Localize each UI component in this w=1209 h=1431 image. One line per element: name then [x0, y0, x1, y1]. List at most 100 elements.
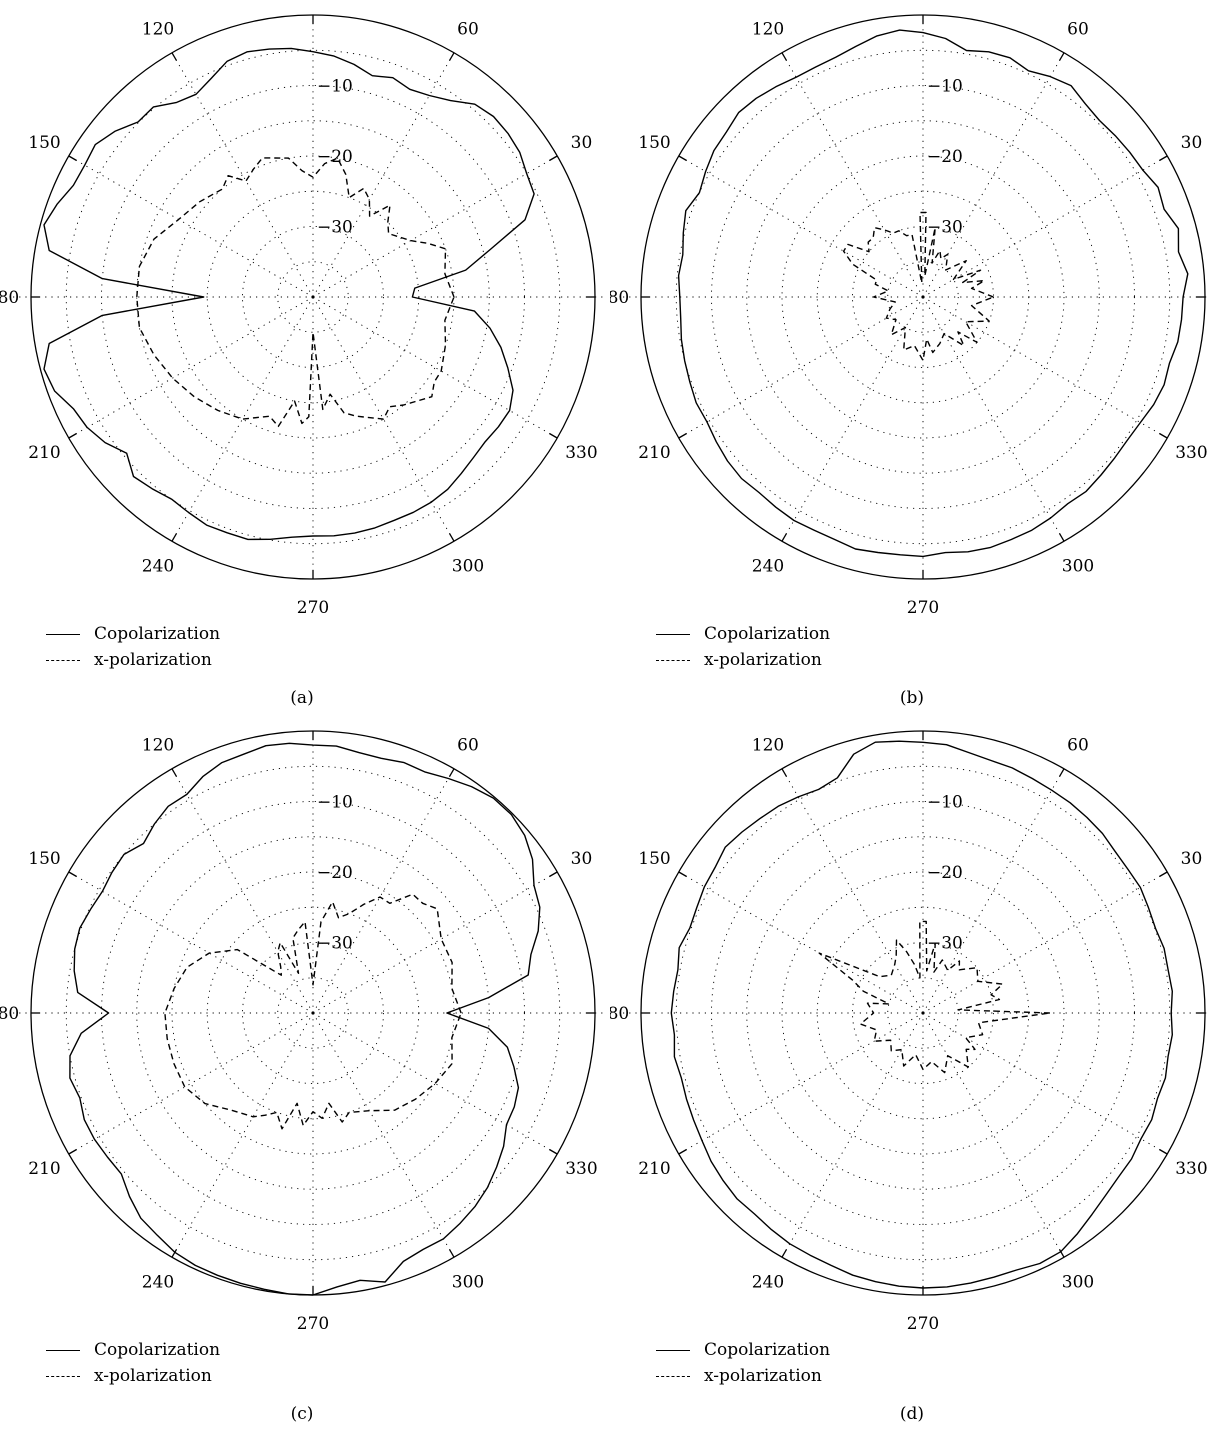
grid-ring	[65, 765, 561, 1261]
legend-item-x-polarization: x-polarization	[656, 647, 830, 673]
radial-label: −10	[927, 793, 963, 813]
legend-item-copolarization: Copolarization	[46, 1337, 220, 1363]
angle-tick	[68, 432, 77, 439]
angle-tick	[678, 871, 687, 878]
angle-label: 150	[638, 133, 670, 153]
legend-label-x-polarization: x-polarization	[94, 650, 212, 670]
angle-label: 120	[752, 736, 784, 756]
legend-a: Copolarization x-polarization	[46, 621, 220, 673]
grid-spoke	[171, 768, 314, 1014]
angle-tick	[678, 432, 687, 439]
angle-tick	[781, 533, 788, 542]
panel-caption-c: (c)	[290, 1404, 314, 1424]
angle-label: 240	[142, 556, 174, 576]
angle-label: 330	[565, 1159, 597, 1179]
grid-ring	[852, 942, 994, 1084]
polar-chart-b: 0306090120150180210240270300330−10−20−30	[610, 14, 1209, 618]
angle-label: 150	[638, 849, 670, 869]
polar-chart-d: 0306090120150180210240270300330−10−20−30	[610, 730, 1209, 1334]
radial-label: −30	[927, 218, 963, 238]
angle-label: 270	[297, 1314, 329, 1334]
dashed-line-swatch	[46, 1375, 80, 1377]
angle-tick	[448, 52, 455, 61]
radial-label: −30	[317, 934, 353, 954]
dashed-line-swatch	[656, 659, 690, 661]
angle-label: 150	[28, 133, 60, 153]
angle-label: 240	[142, 1272, 174, 1292]
angle-label: 270	[907, 1314, 939, 1334]
polar-chart-a: 0306090120150180210240270300330−10−20−30	[0, 14, 604, 618]
legend-label-copolarization: Copolarization	[704, 624, 831, 644]
radial-label: −30	[927, 934, 963, 954]
angle-tick	[1159, 871, 1168, 878]
grid-spoke	[68, 296, 314, 439]
angle-label: 240	[752, 1272, 784, 1292]
x-polarization-series-line	[818, 920, 1051, 1074]
grid-ring	[675, 49, 1171, 545]
radial-label: −10	[927, 77, 963, 97]
radial-label: −20	[317, 147, 353, 167]
grid-ring	[781, 871, 1065, 1155]
legend-item-copolarization: Copolarization	[46, 621, 220, 647]
grid-spoke	[922, 1012, 1065, 1258]
angle-label: 270	[907, 598, 939, 618]
angle-label: 300	[452, 1272, 484, 1292]
radial-label: −10	[317, 77, 353, 97]
angle-label: 30	[1181, 849, 1203, 869]
angle-tick	[171, 533, 178, 542]
angle-tick	[549, 871, 558, 878]
angle-tick	[448, 768, 455, 777]
legend-label-copolarization: Copolarization	[94, 1340, 221, 1360]
grid-spoke	[781, 296, 924, 542]
legend-label-x-polarization: x-polarization	[704, 1366, 822, 1386]
angle-tick	[171, 52, 178, 61]
angle-label: 210	[28, 443, 60, 463]
chart-panel-d: 0306090120150180210240270300330−10−20−30…	[610, 716, 1209, 1431]
angle-tick	[781, 52, 788, 61]
copolarization-series-line	[43, 47, 535, 541]
grid-spoke	[781, 52, 924, 298]
angle-tick	[781, 768, 788, 777]
grid-ring	[675, 765, 1171, 1261]
solid-line-swatch	[656, 633, 690, 635]
angle-tick	[1058, 768, 1065, 777]
legend-item-x-polarization: x-polarization	[46, 647, 220, 673]
center-point	[311, 295, 315, 299]
grid-ring	[136, 120, 490, 474]
angle-label: 210	[638, 1159, 670, 1179]
angle-label: 120	[142, 736, 174, 756]
center-point	[311, 1011, 315, 1015]
angle-tick	[549, 155, 558, 162]
angle-label: 120	[142, 20, 174, 40]
grid-spoke	[922, 1012, 1168, 1155]
grid-spoke	[781, 768, 924, 1014]
grid-ring	[277, 977, 349, 1049]
panel-caption-a: (a)	[290, 688, 314, 708]
grid-spoke	[678, 155, 924, 298]
grid-ring	[746, 120, 1100, 474]
grid-spoke	[171, 296, 314, 542]
angle-label: 300	[452, 556, 484, 576]
legend-item-copolarization: Copolarization	[656, 621, 830, 647]
grid-spoke	[781, 1012, 924, 1258]
angle-label: 30	[571, 133, 593, 153]
angle-label: 30	[1181, 133, 1203, 153]
grid-ring	[65, 49, 561, 545]
radial-label: −20	[927, 863, 963, 883]
radial-label: −20	[317, 863, 353, 883]
x-polarization-series-line	[842, 211, 995, 362]
angle-label: 300	[1062, 1272, 1094, 1292]
angle-label: 180	[610, 288, 629, 308]
panel-caption-d: (d)	[899, 1404, 925, 1424]
grid-ring	[242, 226, 384, 368]
angle-tick	[781, 1249, 788, 1258]
angle-label: 180	[610, 1004, 629, 1024]
legend-b: Copolarization x-polarization	[656, 621, 830, 673]
angle-tick	[68, 871, 77, 878]
angle-tick	[1058, 52, 1065, 61]
grid-spoke	[312, 1012, 455, 1258]
grid-ring	[242, 942, 384, 1084]
legend-c: Copolarization x-polarization	[46, 1337, 220, 1389]
grid-ring	[746, 836, 1100, 1190]
legend-label-x-polarization: x-polarization	[704, 650, 822, 670]
